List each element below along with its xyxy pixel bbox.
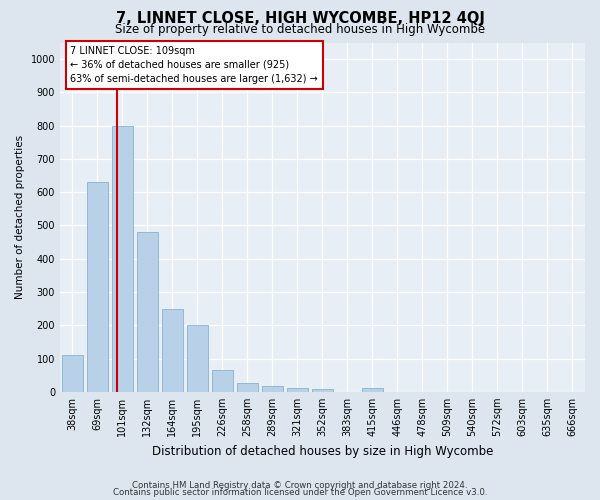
Bar — [112, 126, 133, 392]
Bar — [212, 370, 233, 392]
Bar — [287, 388, 308, 392]
Bar — [187, 326, 208, 392]
Bar — [237, 384, 258, 392]
Bar — [137, 232, 158, 392]
Y-axis label: Number of detached properties: Number of detached properties — [15, 135, 25, 299]
Text: Contains public sector information licensed under the Open Government Licence v3: Contains public sector information licen… — [113, 488, 487, 497]
Bar — [162, 308, 183, 392]
Bar — [262, 386, 283, 392]
Text: Contains HM Land Registry data © Crown copyright and database right 2024.: Contains HM Land Registry data © Crown c… — [132, 481, 468, 490]
Bar — [87, 182, 108, 392]
Text: 7 LINNET CLOSE: 109sqm
← 36% of detached houses are smaller (925)
63% of semi-de: 7 LINNET CLOSE: 109sqm ← 36% of detached… — [70, 46, 318, 84]
Text: 7, LINNET CLOSE, HIGH WYCOMBE, HP12 4QJ: 7, LINNET CLOSE, HIGH WYCOMBE, HP12 4QJ — [116, 11, 484, 26]
Bar — [62, 355, 83, 392]
Text: Size of property relative to detached houses in High Wycombe: Size of property relative to detached ho… — [115, 22, 485, 36]
Bar — [362, 388, 383, 392]
Bar — [312, 389, 333, 392]
X-axis label: Distribution of detached houses by size in High Wycombe: Distribution of detached houses by size … — [152, 444, 493, 458]
